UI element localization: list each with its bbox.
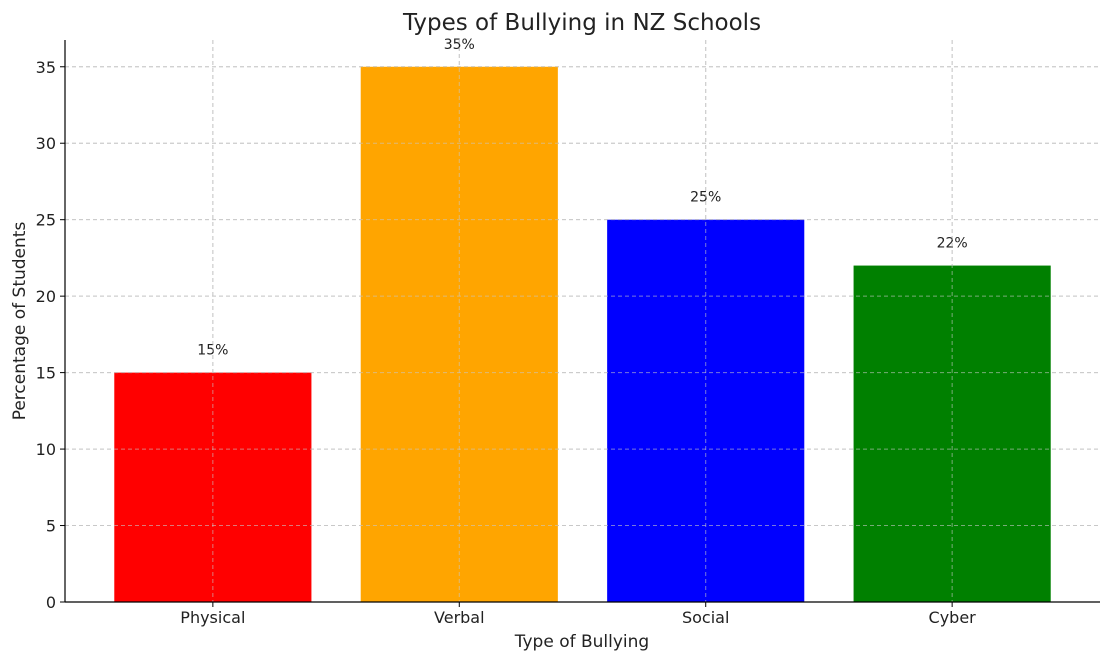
axes: 0 5 10 15 20 25 30 35 Physical Verbal Social Cyber: [36, 40, 1100, 627]
x-tick-label: Social: [682, 608, 729, 627]
x-tick-label: Physical: [180, 608, 245, 627]
data-labels: 15%35%25%22%: [65, 37, 1100, 602]
x-tick-label: Cyber: [929, 608, 977, 627]
y-tick-label: 30: [36, 134, 56, 153]
x-axis-label: Type of Bullying: [514, 632, 649, 652]
y-tick-label: 25: [36, 211, 56, 230]
y-tick-label: 10: [36, 440, 56, 459]
y-tick-label: 15: [36, 364, 56, 383]
y-tick-label: 20: [36, 287, 56, 306]
y-tick-label: 0: [46, 593, 56, 612]
y-tick-label: 5: [46, 517, 56, 536]
x-tick-label: Verbal: [434, 608, 485, 627]
y-tick-label: 35: [36, 58, 56, 77]
y-axis-label: Percentage of Students: [10, 222, 30, 421]
data-label: 35%: [444, 37, 475, 53]
bar-physical: [114, 372, 312, 602]
chart-title: Types of Bullying in NZ Schools: [402, 10, 761, 36]
bars: [114, 66, 1051, 602]
